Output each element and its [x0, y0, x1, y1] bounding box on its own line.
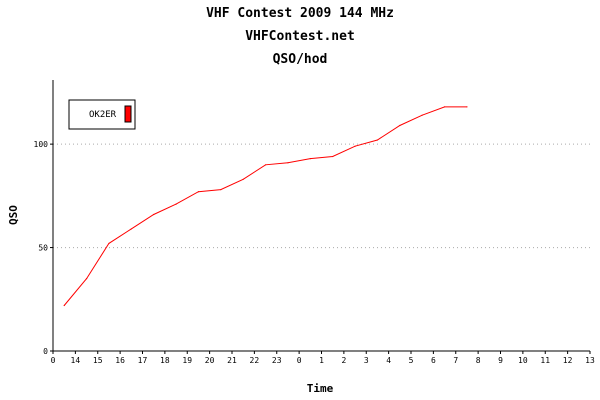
data-point [264, 164, 267, 166]
x-tick-label: 12 [563, 356, 573, 365]
legend: OK2ER [68, 99, 136, 130]
x-tick-label: 19 [182, 356, 192, 365]
y-tick-label: 0 [43, 347, 48, 356]
x-tick-label: 10 [518, 356, 528, 365]
x-tick-label: 2 [341, 356, 346, 365]
chart-subtitle: VHFContest.net [245, 29, 355, 44]
data-point [85, 277, 88, 280]
x-tick-label: 9 [498, 356, 503, 365]
data-point [354, 145, 356, 147]
legend-box [68, 99, 136, 130]
data-point [443, 106, 446, 108]
data-point [197, 191, 200, 193]
data-point [108, 242, 110, 245]
x-tick-label: 7 [453, 356, 458, 365]
x-tick-label: 20 [205, 356, 215, 365]
legend-swatch [124, 105, 132, 123]
x-ticks: 0141516171819202122230123456789101112132… [51, 351, 595, 365]
x-tick-label: 13 [585, 356, 595, 365]
grid-layer [53, 143, 590, 249]
data-point [309, 158, 311, 160]
data-point [130, 228, 132, 230]
legend-label: OK2ER [89, 110, 117, 120]
data-point [153, 213, 155, 216]
series-line-ok2er [63, 106, 467, 306]
data-point [287, 162, 289, 164]
y-tick-label: 50 [38, 244, 48, 253]
y-tick-label: 100 [34, 140, 49, 149]
x-tick-label: 16 [115, 356, 125, 365]
x-tick-label: 1 [319, 356, 324, 365]
x-tick-label: 18 [160, 356, 170, 365]
x-axis-title: Time [307, 382, 334, 395]
data-point [399, 124, 401, 127]
x-tick-label: 23 [272, 356, 282, 365]
x-tick-label: 17 [138, 356, 148, 365]
x-tick-label: 5 [409, 356, 414, 365]
data-point [63, 304, 65, 307]
x-tick-label: 8 [476, 356, 481, 365]
x-tick-label: 3 [364, 356, 369, 365]
x-tick-label: 4 [386, 356, 391, 365]
x-tick-label: 14 [71, 356, 81, 365]
data-point [466, 106, 468, 108]
x-tick-label: 6 [431, 356, 436, 365]
x-tick-label: 0 [297, 356, 302, 365]
x-tick-label: 0 [51, 356, 56, 365]
y-ticks: 0 50 100 [34, 140, 53, 356]
series-layer [63, 106, 468, 307]
x-tick-label: 21 [227, 356, 237, 365]
data-point [220, 189, 222, 191]
data-point [332, 155, 334, 158]
data-point [242, 178, 244, 180]
data-point [421, 114, 423, 116]
x-tick-label: 11 [540, 356, 550, 365]
x-tick-label: 15 [93, 356, 103, 365]
chart-subtitle-units: QSO/hod [272, 52, 328, 67]
x-tick-label: 22 [250, 356, 260, 365]
data-point [175, 203, 177, 205]
y-axis-title: QSO [7, 205, 20, 225]
data-point [376, 139, 379, 141]
chart-title: VHF Contest 2009 144 MHz [206, 6, 394, 21]
